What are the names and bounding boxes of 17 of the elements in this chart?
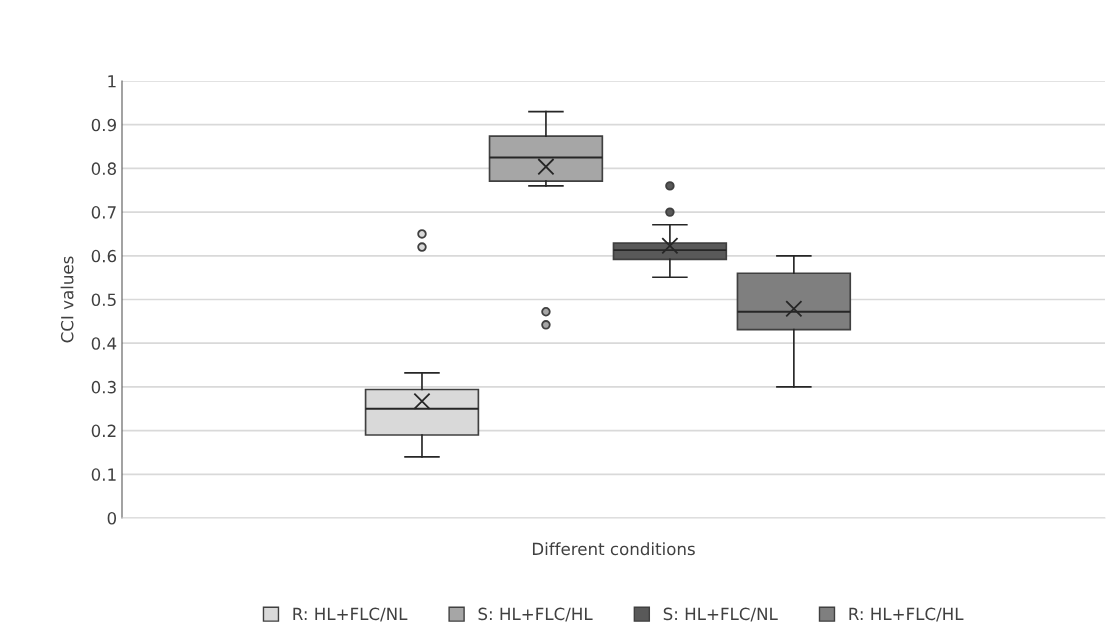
y-tick-label: 0.3: [91, 380, 116, 394]
y-tick-label: 0.8: [91, 162, 116, 175]
y-tick-label: 0.5: [91, 293, 116, 307]
x-axis-title: Different conditions: [532, 542, 695, 556]
legend-label: S: HL+FLC/NL: [663, 607, 778, 622]
y-tick-label: 0: [107, 511, 117, 525]
y-tick-label: 0.1: [91, 468, 116, 481]
legend-label: S: HL+FLC/HL: [478, 607, 593, 622]
legend-label: R: HL+FLC/HL: [849, 607, 964, 622]
y-tick-label: 0.7: [91, 206, 116, 219]
y-tick-label: 0.6: [91, 249, 117, 263]
y-tick-label: 0.4: [91, 337, 117, 350]
y-tick-label: 1: [108, 75, 116, 88]
y-axis-title: CCI values: [60, 256, 74, 343]
legend-label: R: HL+FLC/NL: [293, 607, 408, 622]
y-tick-label: 0.2: [91, 424, 116, 438]
y-tick-label: 0.9: [91, 118, 116, 132]
